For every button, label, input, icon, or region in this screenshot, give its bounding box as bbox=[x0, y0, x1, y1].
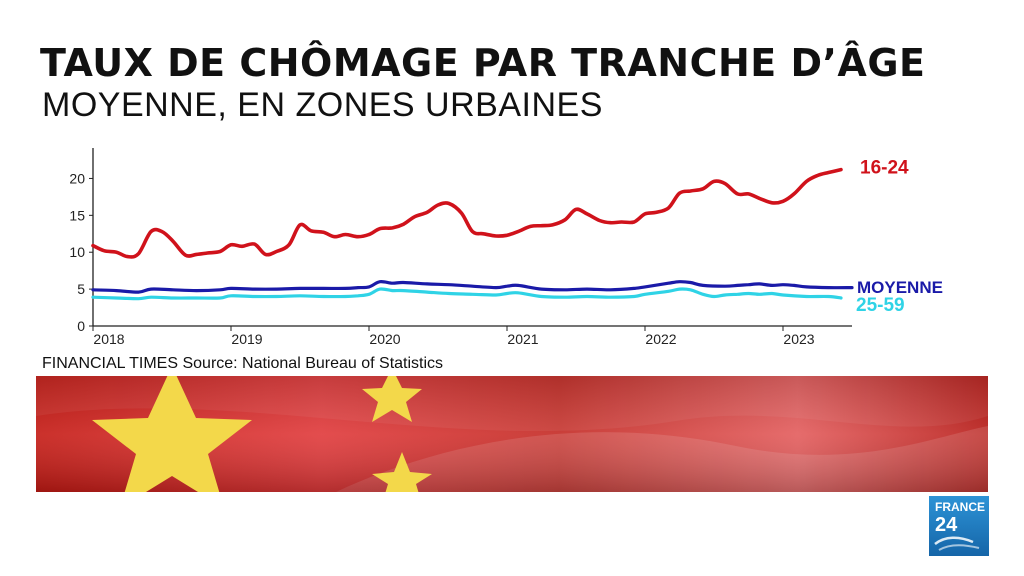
chart-axes: 0 5 10 15 20 2018 2019 2020 2021 2022 2023 bbox=[69, 148, 852, 345]
flag-stars bbox=[92, 376, 432, 492]
series-label-moyenne: MOYENNE bbox=[857, 278, 943, 297]
series-line-16-24 bbox=[91, 167, 843, 259]
series-label-16-24: 16-24 bbox=[860, 158, 909, 179]
china-flag-banner bbox=[36, 376, 988, 492]
logo-line1: FRANCE bbox=[935, 500, 985, 514]
x-tick-label: 2022 bbox=[645, 331, 676, 345]
series-label-25-59: 25-59 bbox=[856, 295, 905, 316]
y-tick-label: 10 bbox=[69, 244, 85, 260]
source-note: FINANCIAL TIMES Source: National Bureau … bbox=[42, 355, 444, 372]
china-flag-icon bbox=[36, 376, 988, 492]
x-tick-label: 2020 bbox=[369, 331, 400, 345]
line-chart: 0 5 10 15 20 2018 2019 2020 2021 2022 2023 16-24 MO… bbox=[69, 148, 943, 345]
x-tick-label: 2018 bbox=[93, 331, 124, 345]
x-tick-label: 2023 bbox=[783, 331, 814, 345]
series-line-moyenne bbox=[91, 279, 854, 294]
series-layer bbox=[91, 167, 854, 301]
x-tick-label: 2019 bbox=[231, 331, 262, 345]
france24-logo: FRANCE 24 bbox=[929, 496, 989, 556]
y-tick-label: 20 bbox=[69, 170, 85, 186]
chart-subtitle: MOYENNE, EN ZONES URBAINES bbox=[42, 86, 603, 124]
y-tick-label: 5 bbox=[77, 281, 85, 297]
y-tick-label: 0 bbox=[77, 318, 85, 334]
chart-title: TAUX DE CHÔMAGE PAR TRANCHE D’ÂGE bbox=[40, 41, 926, 85]
series-line-25-59 bbox=[91, 287, 843, 301]
logo-line2: 24 bbox=[935, 514, 958, 536]
x-tick-label: 2021 bbox=[507, 331, 538, 345]
y-tick-label: 15 bbox=[69, 207, 85, 223]
